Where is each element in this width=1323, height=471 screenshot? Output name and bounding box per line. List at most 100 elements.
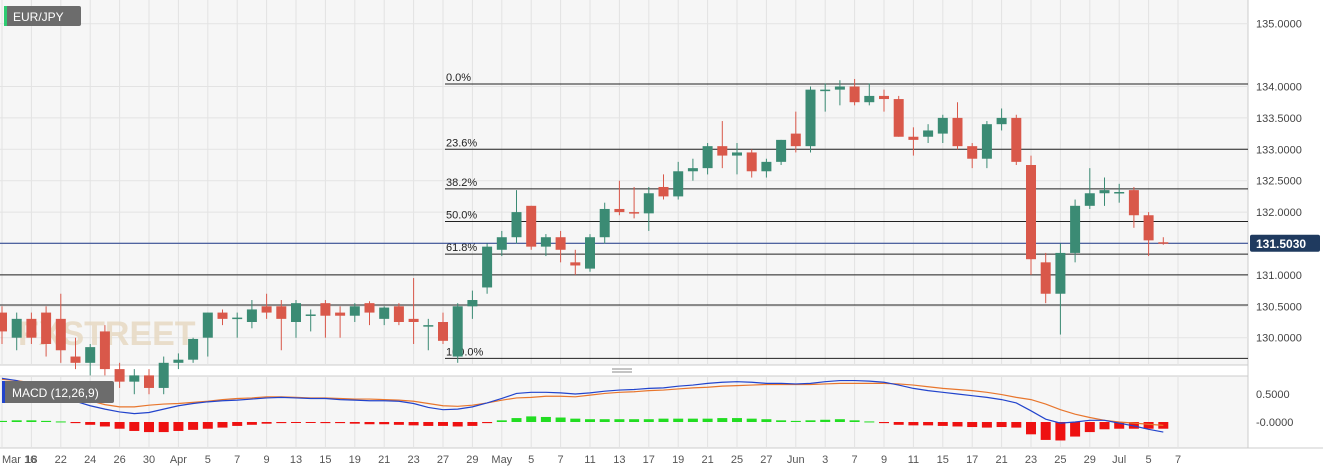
macd-histogram-bar (202, 422, 213, 429)
macd-histogram-bar (1099, 422, 1110, 430)
candle-body (158, 362, 169, 388)
candle-body (555, 237, 566, 250)
panel-resize-handle[interactable] (612, 368, 632, 373)
candle-body (232, 317, 243, 320)
date-tick-label: 18 (25, 454, 37, 466)
candle-body (996, 117, 1007, 125)
macd-histogram-bar (217, 422, 228, 428)
date-tick-label: 24 (84, 454, 96, 466)
macd-histogram-bar (1055, 422, 1066, 441)
price-tick-label: 132.0000 (1256, 207, 1302, 219)
macd-histogram-bar (555, 417, 566, 422)
macd-histogram-bar (923, 422, 934, 426)
fib-label: 61.8% (446, 242, 477, 254)
macd-histogram-bar (790, 420, 801, 422)
candle-body (1040, 262, 1051, 294)
macd-histogram-bar (1026, 422, 1036, 435)
macd-histogram-bar (937, 422, 948, 426)
date-tick-label: 9 (264, 454, 270, 466)
macd-histogram-bar (952, 422, 963, 427)
macd-histogram-bar (423, 422, 434, 426)
candle-body (291, 303, 301, 322)
macd-histogram-bar (540, 416, 551, 422)
fib-label: 0.0% (446, 72, 471, 84)
candle-body (261, 306, 272, 313)
date-tick-label: Jul (1112, 454, 1126, 466)
macd-histogram-bar (849, 420, 860, 422)
candle-body (129, 375, 140, 382)
macd-histogram-bar (144, 422, 154, 433)
candle-body (1084, 193, 1095, 206)
fibonacci-levels: 0.0% 23.6% 38.2% 50.0% 61.8% 100.0% (0, 72, 1248, 359)
symbol-badge[interactable]: EUR/JPY (4, 6, 81, 26)
macd-histogram-bar (776, 420, 787, 422)
date-tick-label: 7 (1175, 454, 1181, 466)
candle-body (790, 133, 801, 147)
macd-histogram-bar (11, 420, 22, 422)
macd-histogram-bar (114, 422, 125, 429)
candle-body (761, 161, 772, 172)
macd-histogram-bar (761, 419, 772, 422)
macd-histogram-bar (526, 416, 537, 422)
date-tick-label: 13 (613, 454, 625, 466)
candle-body (526, 205, 537, 247)
macd-histogram-bar (1114, 422, 1125, 429)
macd-histogram-bar (864, 421, 875, 423)
macd-histogram-bar (746, 418, 757, 422)
candle-body (952, 117, 963, 147)
date-tick-label: 15 (319, 454, 331, 466)
macd-tick-label: 0.5000 (1256, 389, 1290, 401)
macd-histogram-bar (585, 419, 595, 422)
date-tick-label: 11 (908, 454, 919, 466)
candle-body (776, 139, 787, 162)
candle-body (393, 306, 404, 322)
candle-body (570, 262, 581, 266)
candle-body (1070, 205, 1081, 253)
macd-histogram-bar (26, 420, 37, 422)
candle-body (41, 312, 52, 344)
macd-badge[interactable]: MACD (12,26,9) (2, 381, 114, 403)
candle-body (246, 309, 257, 322)
grid-lines (0, 0, 1248, 448)
macd-histogram-bar (41, 420, 52, 422)
candle-body (438, 322, 448, 341)
candle-body (70, 356, 81, 363)
date-tick-label: 27 (760, 454, 772, 466)
macd-histogram-bar (261, 422, 272, 424)
macd-signal-line (1, 378, 1164, 426)
candle-body (864, 95, 875, 103)
date-tick-label: 30 (143, 454, 155, 466)
date-tick-label: 17 (643, 454, 655, 466)
macd-histogram-bar (232, 422, 243, 426)
candle-body (805, 89, 816, 147)
macd-histogram-bar (967, 422, 978, 428)
candlesticks (0, 78, 1169, 395)
macd-histogram-bar (379, 422, 390, 425)
macd-histogram-bar (452, 422, 463, 427)
candle-body (320, 303, 331, 316)
macd-histogram-bar (1143, 422, 1154, 429)
current-price-tag: 131.5030 (1250, 234, 1320, 252)
candle-body (496, 237, 507, 250)
candle-body (452, 306, 463, 357)
macd-histogram-bar (408, 422, 419, 426)
macd-histogram-bar (70, 422, 81, 424)
candle-body (923, 130, 934, 137)
macd-histogram-bar (55, 421, 66, 423)
date-tick-label: 21 (378, 454, 390, 466)
price-tick-label: 135.0000 (1256, 19, 1302, 31)
date-tick-label: 23 (407, 454, 419, 466)
candle-body (717, 146, 728, 156)
candle-body (55, 318, 66, 351)
date-tick-label: 25 (731, 454, 743, 466)
macd-histogram-bar (879, 422, 889, 424)
date-tick-label: 5 (205, 454, 211, 466)
macd-histogram-bar (614, 419, 625, 422)
candle-body (879, 95, 889, 100)
candle-body (1055, 252, 1066, 294)
candle-body (540, 237, 551, 247)
candle-body (1099, 190, 1110, 194)
candle-body (1143, 215, 1154, 241)
